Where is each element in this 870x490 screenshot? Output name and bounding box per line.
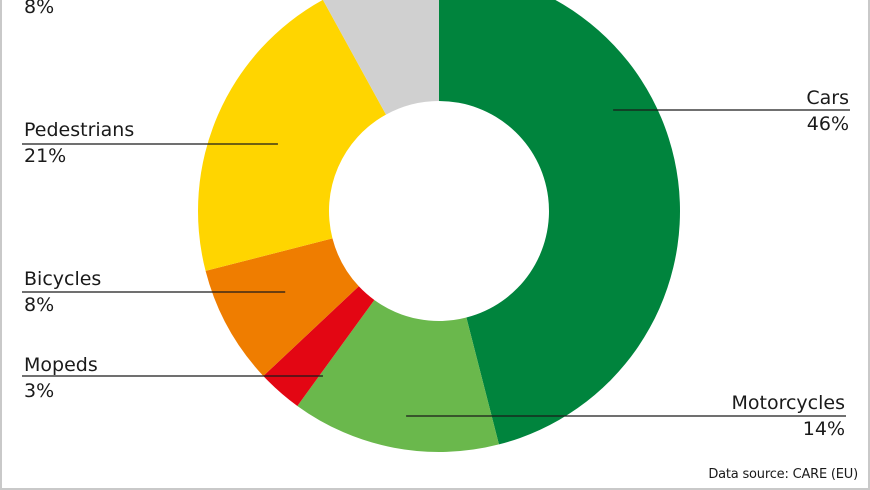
leader-lines: [22, 109, 850, 417]
label-bicycles-name: Bicycles: [24, 268, 102, 290]
label-bicycles-value: 8%: [24, 294, 55, 316]
label-motorcycles-value: 14%: [802, 418, 845, 440]
label-cars-name: Cars: [806, 87, 849, 109]
label-mopeds-value: 3%: [24, 380, 55, 402]
label-bicycles: Bicycles 8%: [24, 266, 101, 318]
slice-pedestrians: [198, 0, 387, 271]
slice-other: [323, 0, 439, 115]
label-motorcycles-name: Motorcycles: [731, 392, 846, 414]
label-other-value: 8%: [24, 0, 54, 20]
label-mopeds-name: Mopeds: [24, 354, 98, 376]
label-cars: Cars 46%: [806, 85, 849, 137]
data-source: Data source: CARE (EU): [708, 467, 858, 482]
label-mopeds: Mopeds 3%: [24, 352, 98, 404]
donut-slices: [198, 0, 680, 452]
label-motorcycles: Motorcycles 14%: [732, 390, 846, 442]
label-pedestrians-name: Pedestrians: [24, 119, 135, 141]
label-other-percent: 8%: [24, 0, 55, 18]
slice-cars: [439, 0, 680, 445]
label-pedestrians-value: 21%: [24, 145, 67, 167]
slice-motorcycles: [297, 299, 499, 452]
label-pedestrians: Pedestrians 21%: [24, 117, 134, 169]
slice-bicycles: [205, 238, 359, 376]
label-cars-value: 46%: [806, 113, 849, 135]
